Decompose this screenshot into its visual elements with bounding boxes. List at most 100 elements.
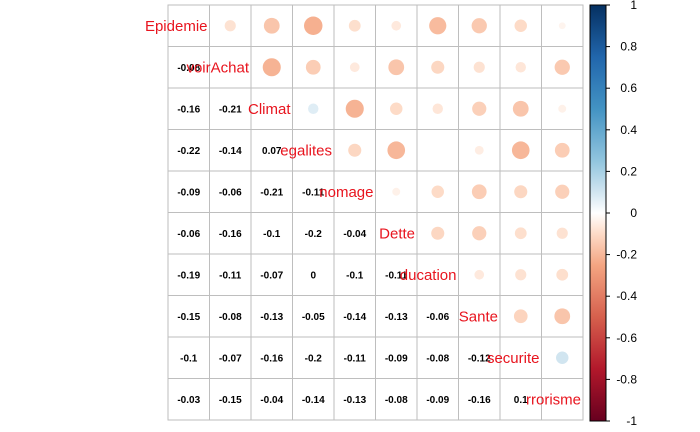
coefficient-label: -0.15 [177,312,200,323]
coefficient-label: -0.06 [219,187,242,198]
colorbar-tick-label: -0.4 [616,289,637,303]
coefficient-label: -0.13 [385,312,408,323]
coefficient-label: 0.1 [514,395,528,406]
correlation-circle [558,104,567,113]
correlation-circle [392,187,401,196]
coefficient-label: -0.12 [468,353,491,364]
correlation-circle [224,20,236,32]
correlation-circle [554,59,570,75]
variable-label: ducation [400,267,457,284]
colorbar-tick-label: -1 [626,414,637,428]
variable-label: Climat [248,101,291,118]
correlation-circle [512,100,529,117]
coefficient-label: -0.1 [263,229,281,240]
grid-cells [167,4,584,421]
correlation-circle [345,99,364,118]
correlation-circle [432,103,443,114]
colorbar-tick-label: 0.8 [620,40,637,54]
coefficient-label: -0.22 [177,146,200,157]
correlation-circle [558,22,566,30]
coefficient-label: -0.16 [260,353,283,364]
correlation-circle [304,16,323,35]
coefficient-label: -0.2 [305,229,323,240]
coefficient-label: -0.15 [219,395,242,406]
variable-label: Sante [459,308,498,325]
correlation-circle [431,226,445,240]
coefficient-label: -0.09 [177,187,200,198]
correlation-circle [471,18,487,34]
coefficient-label: -0.06 [177,229,200,240]
colorbar-tick-label: 0 [630,206,637,220]
correlation-circle [262,58,281,77]
variable-label: rrorisme [526,391,581,408]
coefficient-label: -0.16 [468,395,491,406]
variable-label: egalites [280,142,332,159]
coefficient-label: -0.08 [385,395,408,406]
upper-circles [224,16,571,364]
colorbar-tick-label: 0.2 [620,164,637,178]
correlation-circle [263,17,280,34]
correlation-circle [308,103,319,114]
variable-label: Epidemie [145,18,208,35]
correlation-circle [391,20,402,31]
coefficient-label: -0.11 [219,270,242,281]
coefficient-label: -0.11 [302,187,325,198]
correlation-circle [387,141,406,160]
correlation-circle [349,62,360,73]
correlation-circle [556,268,569,281]
correlation-circle [429,17,447,35]
correlation-circle [515,269,527,281]
coefficient-label: -0.07 [260,270,283,281]
correlation-circle [431,185,444,198]
coefficient-label: -0.04 [343,229,366,240]
coefficient-label: 0.07 [262,146,282,157]
correlation-circle [348,19,361,32]
coefficient-label: -0.11 [344,353,367,364]
variable-label: securite [487,350,540,367]
correlation-circle [515,62,526,73]
colorbar-tick-label: -0.6 [616,331,637,345]
coefficient-label: -0.04 [260,395,283,406]
coefficient-label: -0.21 [260,187,283,198]
correlation-circle [474,145,484,155]
coefficient-label: -0.13 [343,395,366,406]
correlation-circle [471,184,487,200]
colorbar-tick-label: 1 [630,0,637,12]
lower-coefficients: -0.08 -0.16 -0.21 -0.22 -0.14 0.07 -0.09 -0.06 -… [177,63,528,406]
coefficient-label: -0.11 [385,270,408,281]
coefficient-label: -0.14 [343,312,366,323]
coefficient-label: -0.13 [260,312,283,323]
correlation-circle [348,143,362,157]
correlation-circle [390,102,403,115]
coefficient-label: -0.16 [219,229,242,240]
color-legend: 1 0.8 0.6 0.4 0.2 0 -0.2 -0.4 -0.6 -0.8 -1 [589,0,637,428]
correlation-circle [437,149,439,151]
coefficient-label: -0.09 [426,395,449,406]
coefficient-label: -0.08 [219,312,242,323]
coefficient-label: 0 [310,270,316,281]
coefficient-label: -0.05 [302,312,325,323]
coefficient-label: -0.2 [305,353,323,364]
correlation-circle [554,142,570,158]
colorbar-tick-label: -0.8 [616,372,637,386]
coefficient-label: -0.03 [177,395,200,406]
correlation-circle [511,141,530,160]
colorbar-tick-label: 0.4 [620,123,637,137]
correlation-circle [514,185,528,199]
correlation-circle [554,308,571,325]
correlation-circle [514,19,527,32]
coefficient-label: -0.1 [180,353,198,364]
correlation-circle [555,184,570,199]
grid-cell [541,378,584,421]
variable-label: nomage [319,184,373,201]
colorbar-gradient [590,5,606,421]
variable-label: Dette [379,225,415,242]
correlation-circle [556,227,568,239]
coefficient-label: -0.14 [302,395,325,406]
correlation-circle [513,309,528,324]
diagonal-labels: Epidemie voirAchat Climat egalites nomage Det… [145,18,581,409]
coefficient-label: -0.14 [219,146,242,157]
coefficient-label: -0.09 [385,353,408,364]
coefficient-label: -0.08 [426,353,449,364]
coefficient-label: -0.07 [219,353,242,364]
